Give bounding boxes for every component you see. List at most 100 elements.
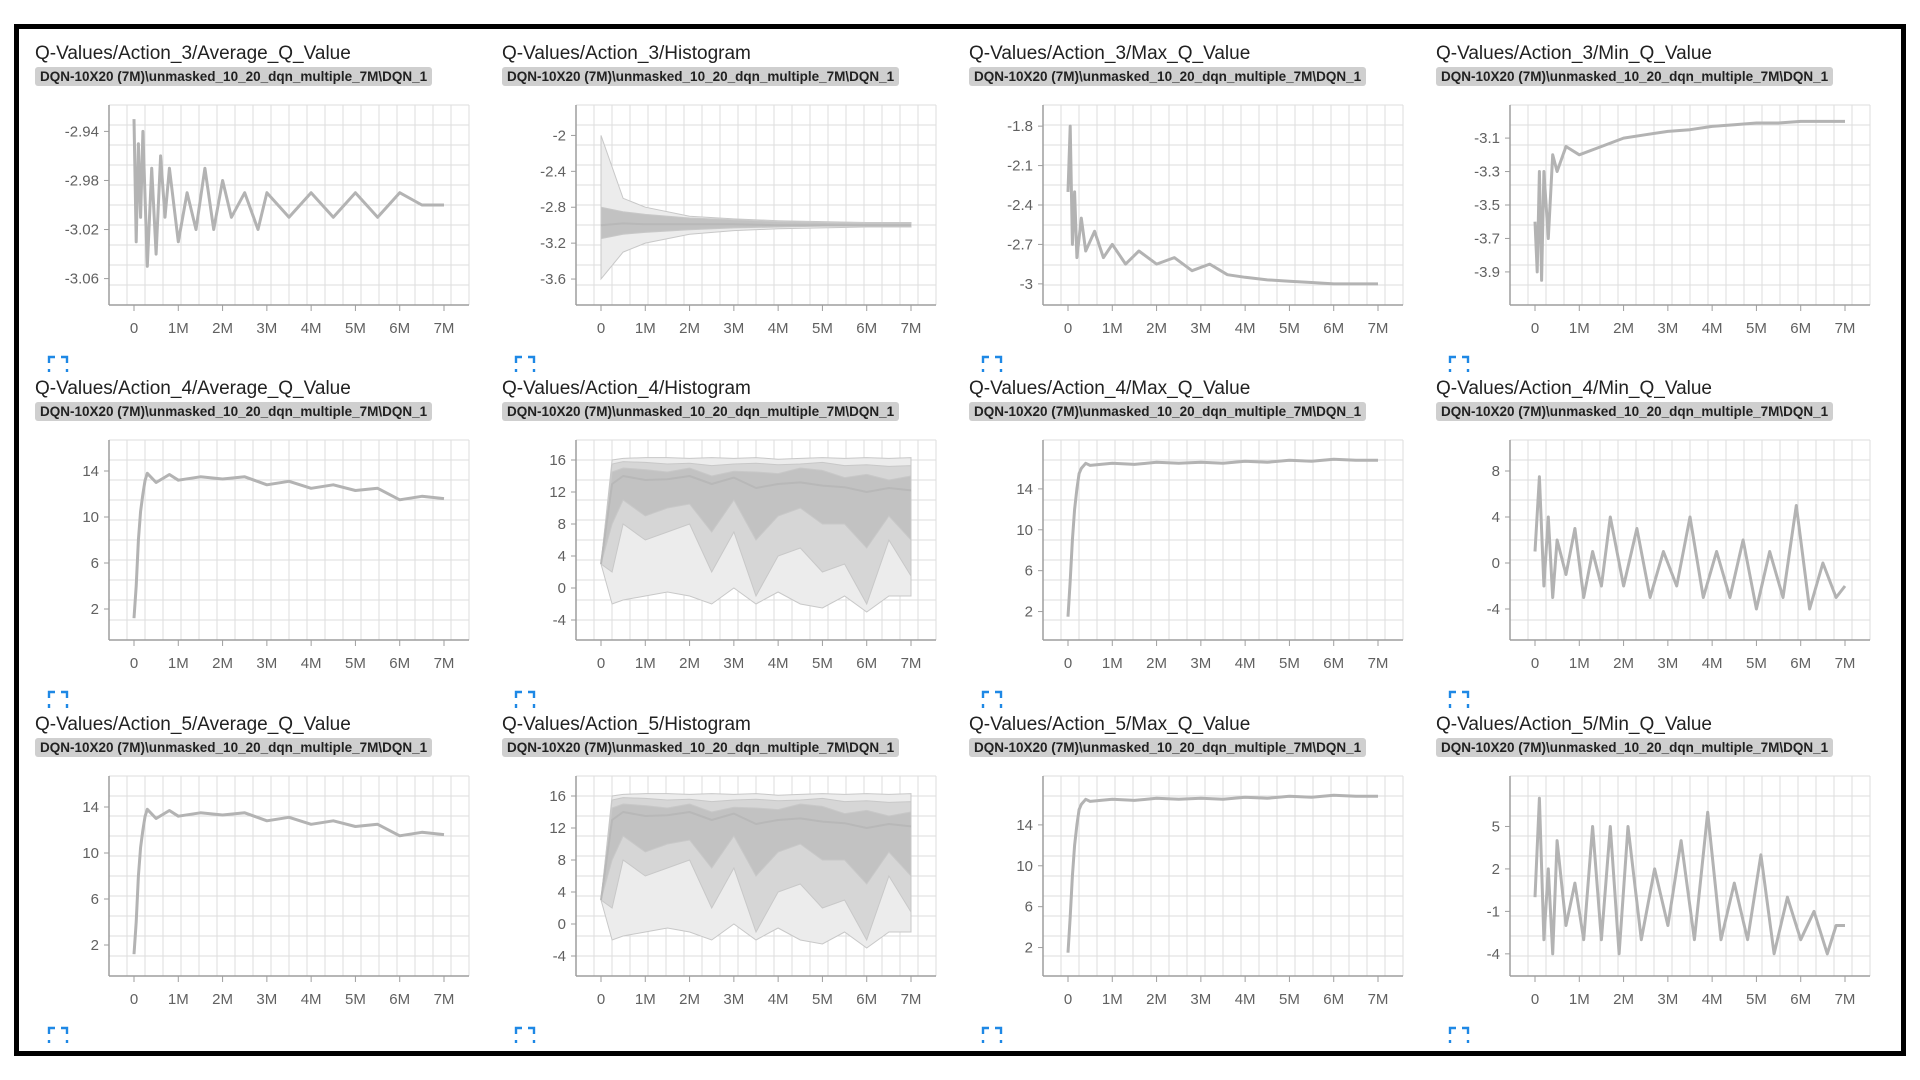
x-tick-label: 2M: [1146, 655, 1167, 672]
x-tick-label: 7M: [1368, 991, 1389, 1008]
x-tick-label: 0: [130, 320, 138, 337]
x-tick-label: 1M: [635, 655, 656, 672]
fullscreen-expand-icon[interactable]: [47, 1026, 69, 1043]
y-tick-label: -3.3: [1474, 164, 1500, 181]
corner: [61, 691, 69, 699]
x-tick-label: 0: [1531, 991, 1539, 1008]
x-tick-label: 4M: [1235, 991, 1256, 1008]
x-tick-label: 4M: [301, 655, 322, 672]
fullscreen-expand-icon[interactable]: [47, 690, 69, 708]
fullscreen-expand-icon[interactable]: [1448, 1026, 1470, 1043]
fullscreen-expand-icon[interactable]: [47, 355, 69, 373]
corner: [1466, 1039, 1470, 1043]
chart-plot[interactable]: 14 10 6 2 0 1M 2M 3M 4M 5M 6M 7M: [29, 432, 489, 682]
corner: [1448, 355, 1456, 363]
series-line-1: [1533, 119, 1845, 282]
chart-plot[interactable]: -3.1 -3.3 -3.5 -3.7 -3.9 0 1M 2M 3M 4M 5M 6M 7M: [1430, 97, 1890, 347]
run-tag: DQN-10X20 (7M)\unmasked_10_20_dqn_multip…: [35, 402, 433, 422]
chart-plot[interactable]: 14 10 6 2 0 1M 2M 3M 4M 5M 6M 7M: [963, 432, 1423, 682]
corner: [514, 691, 522, 699]
y-tick-label: -1: [1487, 903, 1500, 920]
y-tick-label: 10: [82, 845, 99, 862]
x-tick-label: 3M: [256, 991, 277, 1008]
y-tick-label: -2.94: [65, 123, 99, 140]
card-title: Q-Values/Action_3/Histogram: [502, 43, 751, 64]
x-tick-label: 0: [1531, 655, 1539, 672]
fullscreen-expand-icon[interactable]: [981, 355, 1003, 373]
x-tick-label: 3M: [1657, 991, 1678, 1008]
x-tick-label: 4M: [301, 320, 322, 337]
corner: [514, 1026, 522, 1034]
series-line-1: [132, 807, 445, 954]
card-title: Q-Values/Action_3/Max_Q_Value: [969, 43, 1251, 64]
x-tick-label: 5M: [1746, 655, 1767, 672]
x-tick-label: 1M: [635, 991, 656, 1008]
dashboard-frame: Q-Values/Action_3/Average_Q_Value DQN-10…: [14, 24, 1906, 1056]
chart-plot[interactable]: 14 10 6 2 0 1M 2M 3M 4M 5M 6M 7M: [963, 768, 1423, 1018]
x-tick-label: 6M: [856, 991, 877, 1008]
y-tick-label: -2.1: [1007, 158, 1033, 175]
card-title: Q-Values/Action_5/Histogram: [502, 713, 751, 735]
corner: [1466, 369, 1470, 373]
corner: [1448, 1039, 1452, 1043]
x-tick-label: 3M: [256, 320, 277, 337]
fullscreen-expand-icon[interactable]: [1448, 355, 1470, 373]
corner: [981, 691, 989, 699]
x-tick-label: 5M: [345, 655, 366, 672]
x-tick-label: 0: [1064, 320, 1072, 337]
chart-plot[interactable]: 8 4 0 -4 0 1M 2M 3M 4M 5M 6M 7M: [1430, 432, 1890, 682]
corner: [532, 1039, 536, 1043]
fullscreen-expand-icon[interactable]: [514, 355, 536, 373]
chart-plot[interactable]: 5 2 -1 -4 0 1M 2M 3M 4M 5M 6M 7M: [1430, 768, 1890, 1018]
chart-card-8: Q-Values/Action_4/Min_Q_Value DQN-10X20 …: [1430, 372, 1891, 708]
y-tick-label: 4: [558, 884, 566, 901]
x-tick-label: 5M: [345, 320, 366, 337]
corner: [65, 369, 69, 373]
chart-plot[interactable]: 16 12 8 4 0 -4 0 1M 2M 3M 4M 5M 6M 7M: [496, 768, 956, 1018]
fullscreen-expand-icon[interactable]: [514, 1026, 536, 1043]
y-tick-label: -1.8: [1007, 118, 1033, 135]
corner: [981, 1026, 989, 1034]
x-tick-label: 2M: [679, 991, 700, 1008]
fullscreen-expand-icon[interactable]: [981, 690, 1003, 708]
x-tick-label: 5M: [1279, 320, 1300, 337]
x-tick-label: 7M: [901, 320, 922, 337]
corner: [47, 1026, 55, 1034]
series-line-1: [1533, 796, 1845, 955]
corner: [47, 1039, 51, 1043]
x-tick-label: 6M: [389, 320, 410, 337]
chart-plot[interactable]: 14 10 6 2 0 1M 2M 3M 4M 5M 6M 7M: [29, 768, 489, 1018]
chart-plot[interactable]: -2 -2.4 -2.8 -3.2 -3.6 0 1M 2M 3M 4M 5M 6M 7M: [496, 97, 956, 347]
series-line-1: [132, 472, 445, 619]
x-tick-label: 4M: [1702, 320, 1723, 337]
x-tick-label: 3M: [1190, 991, 1211, 1008]
chart-plot[interactable]: -2.94 -2.98 -3.02 -3.06 0 1M 2M 3M 4M 5M 6M 7M: [29, 97, 489, 347]
fullscreen-expand-icon[interactable]: [981, 1026, 1003, 1043]
card-title: Q-Values/Action_5/Max_Q_Value: [969, 713, 1251, 735]
x-tick-label: 5M: [1279, 991, 1300, 1008]
y-tick-label: -2.98: [65, 172, 99, 189]
x-tick-label: 1M: [1569, 655, 1590, 672]
fullscreen-expand-icon[interactable]: [1448, 690, 1470, 708]
corner: [514, 1039, 518, 1043]
y-tick-label: 16: [549, 788, 566, 805]
corner: [514, 355, 522, 363]
fullscreen-expand-icon[interactable]: [514, 690, 536, 708]
y-tick-label: 8: [558, 852, 566, 869]
chart-card-7: Q-Values/Action_4/Max_Q_Value DQN-10X20 …: [963, 372, 1424, 708]
y-tick-label: 14: [82, 799, 99, 816]
corner: [61, 355, 69, 363]
y-tick-label: -3: [1020, 276, 1033, 293]
corner: [1462, 1026, 1470, 1034]
y-tick-label: 14: [1016, 481, 1033, 498]
x-tick-label: 3M: [723, 655, 744, 672]
x-tick-label: 7M: [901, 655, 922, 672]
x-tick-label: 6M: [1323, 991, 1344, 1008]
x-tick-label: 0: [130, 991, 138, 1008]
histogram-band-outer: [600, 135, 912, 281]
y-tick-label: 2: [1025, 939, 1033, 956]
chart-plot[interactable]: 16 12 8 4 0 -4 0 1M 2M 3M 4M 5M 6M 7M: [496, 432, 956, 682]
y-tick-label: -3.02: [65, 222, 99, 239]
chart-plot[interactable]: -1.8 -2.1 -2.4 -2.7 -3 0 1M 2M 3M 4M 5M 6M 7M: [963, 97, 1423, 347]
x-tick-label: 1M: [635, 320, 656, 337]
